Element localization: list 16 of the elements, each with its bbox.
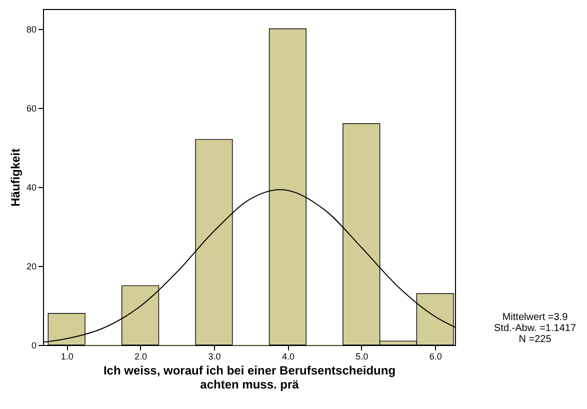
text: Mittelwert =3.9	[501, 312, 569, 323]
y-tick-label: 40	[26, 182, 36, 192]
x-tick-label: 3.0	[208, 352, 221, 362]
x-tick-label: 1.0	[60, 352, 74, 362]
x-axis-title: Ich weiss, worauf ich bei einer Berufsentscheidung achten muss. prä	[103, 364, 396, 392]
y-axis-title: Häufigkeit	[8, 148, 22, 207]
x-tick-label: 5.0	[356, 352, 368, 362]
y-tick-label: 80	[26, 24, 36, 34]
text: Std.-Abw. =1.1417	[494, 323, 576, 334]
text: N =225	[518, 334, 552, 345]
x-tick-label: 2.0	[134, 352, 148, 362]
y-tick-label: 60	[26, 103, 36, 114]
x-tick-label: 6.0	[429, 352, 442, 362]
x-tick-label: 4.0	[282, 352, 294, 362]
y-tick-label: 20	[26, 261, 36, 272]
y-tick-label: 0	[31, 340, 36, 350]
